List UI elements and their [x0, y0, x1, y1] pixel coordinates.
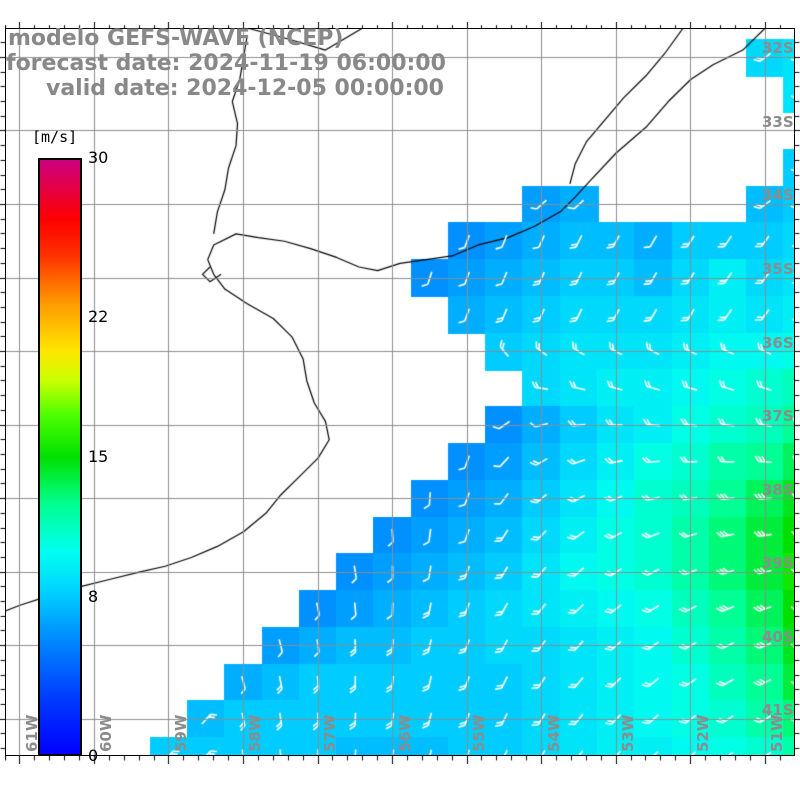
colorbar-tick-15: 15: [88, 447, 109, 466]
colorbar-tick-8: 8: [88, 586, 99, 606]
colorbar-tick-30: 30: [88, 148, 109, 167]
colorbar-gradient: [38, 158, 82, 756]
map-plot-area[interactable]: [5, 28, 795, 756]
colorbar-units-label: [m/s]: [32, 128, 78, 146]
colorbar-tick-0: 0: [88, 746, 99, 765]
lat-lon-gridlines: [5, 28, 795, 756]
colorbar-tick-22: 22: [88, 307, 109, 327]
bottom-tick-ruler: [5, 756, 795, 764]
right-tick-ruler: [795, 28, 800, 756]
